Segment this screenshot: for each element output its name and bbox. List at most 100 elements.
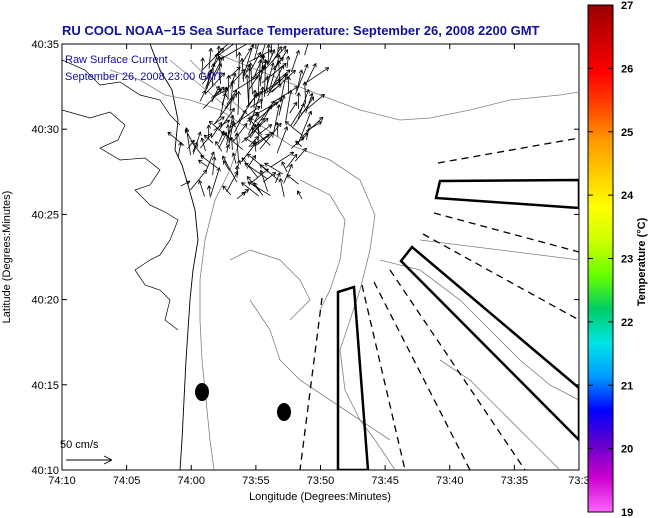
y-tick-label: 40:30	[31, 124, 59, 136]
current-vector	[300, 93, 325, 115]
current-vector	[247, 101, 279, 120]
current-vector	[211, 156, 217, 176]
current-vector	[180, 180, 191, 187]
current-vector	[264, 162, 284, 175]
radial-line	[389, 269, 526, 470]
y-axis-label: Latitude (Degrees:Minutes)	[1, 191, 13, 324]
station-dot	[277, 403, 291, 421]
current-vector	[274, 121, 280, 137]
colorbar-tick-label: 22	[621, 317, 633, 329]
current-vector	[190, 169, 208, 191]
y-tick-label: 40:35	[31, 39, 59, 51]
current-vector	[256, 131, 274, 145]
current-vector	[233, 123, 248, 142]
current-vector	[257, 59, 263, 96]
x-tick-label: 73:35	[501, 475, 529, 487]
contour-line	[299, 179, 346, 311]
colorbar-ticks: 27 26 25 24 23 22 21 20 19	[588, 0, 634, 518]
bathymetry-contours	[109, 54, 579, 470]
current-vector	[270, 151, 295, 168]
current-vector	[280, 73, 288, 102]
current-vector	[294, 147, 307, 162]
current-vector	[200, 133, 213, 149]
current-vector	[225, 144, 230, 153]
current-vector	[247, 181, 271, 196]
current-vector	[224, 96, 235, 109]
x-tick-label: 74:05	[113, 475, 141, 487]
current-vector	[286, 76, 291, 95]
map-panel: Raw Surface Current September 26, 2008 2…	[60, 43, 580, 471]
surface-current-vectors	[167, 44, 330, 200]
y-tick-label: 40:20	[31, 295, 59, 307]
current-vector	[219, 86, 229, 118]
current-vector	[230, 80, 235, 111]
current-vector	[205, 56, 224, 91]
current-vector	[235, 160, 241, 170]
current-vector	[250, 51, 261, 71]
current-vector	[276, 126, 289, 154]
current-vector	[177, 141, 183, 158]
current-vector	[270, 44, 273, 56]
current-vector	[208, 120, 232, 140]
x-tick-label: 73:50	[307, 475, 335, 487]
current-vector	[200, 57, 205, 79]
x-tick-label: 73:40	[436, 475, 464, 487]
contour-line	[219, 54, 579, 121]
current-vector	[278, 178, 285, 198]
current-vector	[205, 56, 220, 80]
current-vector	[203, 134, 214, 144]
current-vector	[266, 44, 271, 65]
legend-line-2: September 26, 2008 23:00 GMT	[65, 71, 223, 83]
radial-line	[433, 212, 579, 253]
current-vector	[263, 171, 277, 183]
current-vector	[242, 44, 255, 79]
colorbar-tick-label: 20	[621, 444, 633, 456]
current-vector	[226, 114, 235, 146]
current-vector	[304, 67, 330, 85]
x-tick-label: 74:10	[48, 475, 76, 487]
current-vector	[253, 44, 259, 61]
current-vector	[274, 172, 281, 184]
current-vector	[199, 90, 207, 102]
current-vector	[251, 127, 271, 146]
current-vector	[214, 44, 229, 57]
data-gap-polygons	[336, 178, 579, 470]
x-tick-label: 74:00	[177, 475, 205, 487]
current-vector	[250, 66, 266, 80]
x-tick-label: 73:3	[568, 475, 589, 487]
current-vector	[295, 140, 302, 147]
current-vector	[231, 152, 237, 164]
current-vector	[210, 167, 221, 196]
contour-line	[419, 239, 579, 261]
current-vector	[237, 93, 257, 123]
current-vector	[276, 60, 282, 86]
current-vector	[204, 72, 226, 95]
colorbar-tick-label: 19	[621, 507, 633, 518]
contour-line	[189, 59, 396, 470]
radial-line	[422, 233, 579, 321]
bay-inlet-shoreline	[62, 109, 179, 331]
y-axis-ticks: 40:35 40:30 40:25 40:20 40:15 40:10	[31, 39, 579, 477]
radial-dashed-lines	[299, 137, 579, 470]
current-vector	[297, 69, 304, 88]
current-vector	[297, 190, 303, 200]
current-vector	[232, 75, 259, 93]
x-tick-label: 73:55	[242, 475, 270, 487]
raritan-bay-edge	[62, 59, 181, 126]
colorbar-tick-label: 25	[621, 127, 633, 139]
current-vector	[222, 155, 238, 183]
current-vector	[241, 189, 250, 195]
gap-polygon-south	[336, 285, 370, 470]
current-vector	[218, 107, 235, 131]
current-vector	[297, 89, 310, 119]
current-vector	[292, 96, 315, 127]
current-vector	[265, 45, 287, 69]
current-vector	[234, 132, 240, 162]
current-vector	[302, 81, 308, 104]
current-vector	[285, 55, 291, 69]
current-vector	[277, 44, 279, 57]
colorbar: 27 26 25 24 23 22 21 20 19 Temperature (°C)	[587, 0, 648, 518]
radial-line	[299, 297, 323, 470]
contour-line	[379, 259, 579, 401]
